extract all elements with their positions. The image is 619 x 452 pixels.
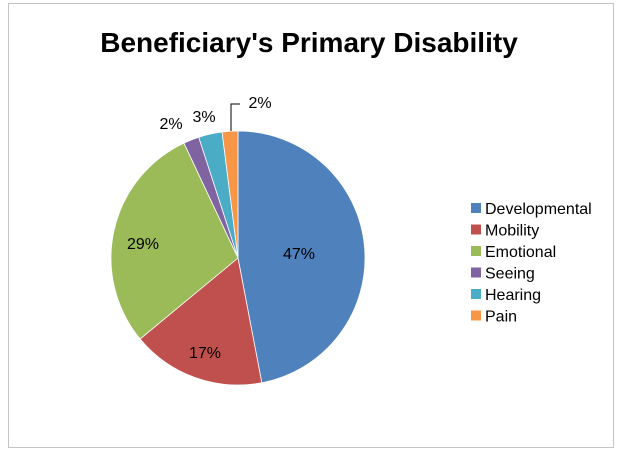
pie-slice-developmental	[237, 130, 366, 384]
legend: Developmental Mobility Emotional Seeing Hear…	[471, 201, 592, 326]
data-labels: 47% 17% 29% 2% 3% 2%	[127, 95, 315, 362]
legend-label-developmental: Developmental	[485, 201, 592, 218]
legend-swatch-pain	[471, 310, 481, 321]
legend-swatch-mobility	[471, 224, 481, 235]
chart-title: Beneficiary's Primary Disability	[100, 27, 518, 58]
legend-swatch-hearing	[471, 289, 481, 299]
legend-label-seeing: Seeing	[485, 266, 535, 283]
data-label-pain: 2%	[248, 95, 271, 112]
data-label-developmental: 47%	[283, 246, 315, 263]
legend-swatch-seeing	[471, 267, 481, 278]
pie-slice-mobility	[139, 257, 263, 386]
legend-label-mobility: Mobility	[485, 223, 539, 240]
leader-lines	[230, 103, 240, 131]
leader-line-pain	[230, 103, 240, 131]
pie-slice-emotional	[110, 142, 239, 340]
legend-label-emotional: Emotional	[485, 244, 556, 261]
pie-slices	[110, 130, 366, 386]
legend-swatch-developmental	[471, 203, 481, 213]
legend-label-hearing: Hearing	[485, 287, 541, 304]
legend-swatch-emotional	[471, 246, 481, 256]
data-label-mobility: 17%	[189, 345, 221, 362]
data-label-hearing: 3%	[192, 109, 215, 126]
data-label-seeing: 2%	[159, 116, 182, 133]
data-label-emotional: 29%	[127, 236, 159, 253]
pie-slice-pain	[221, 130, 239, 259]
legend-label-pain: Pain	[485, 309, 517, 326]
